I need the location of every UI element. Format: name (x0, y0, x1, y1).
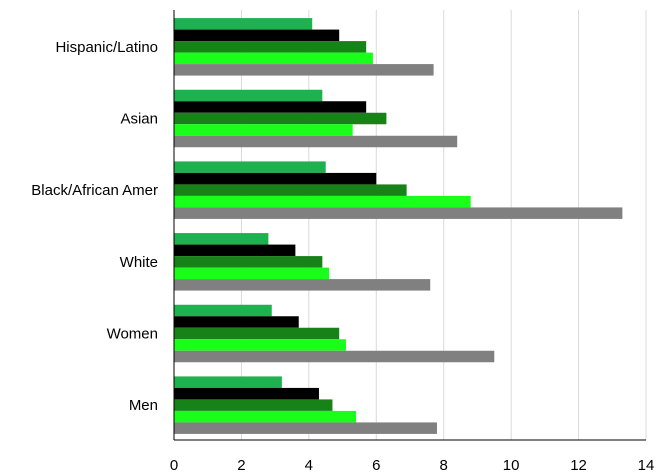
x-tick-label: 14 (638, 457, 655, 474)
bar (174, 135, 458, 148)
bar (174, 244, 296, 257)
bars (174, 18, 623, 434)
bar (174, 124, 353, 136)
bar (174, 350, 495, 363)
category-label: Hispanic/Latino (55, 39, 158, 56)
bar (174, 89, 323, 102)
bar (174, 376, 282, 388)
bar (174, 184, 407, 196)
x-tick-label: 0 (170, 457, 178, 474)
bar (174, 304, 272, 317)
bar (174, 172, 377, 185)
bar (174, 195, 471, 208)
bar (174, 29, 340, 42)
bar (174, 256, 323, 268)
bar (174, 161, 326, 173)
bar (174, 327, 340, 340)
bar (174, 387, 319, 400)
category-label: Women (107, 326, 158, 343)
bar (174, 52, 373, 65)
x-tick-label: 10 (503, 457, 520, 474)
category-label: White (120, 254, 158, 271)
category-label: Asian (120, 111, 158, 128)
category-labels: Hispanic/Latino Asian Black/African Amer Wh… (31, 39, 158, 414)
gridlines (240, 10, 647, 440)
category-label: Men (129, 397, 158, 414)
x-tick-label: 8 (440, 457, 448, 474)
bar (174, 422, 437, 434)
bar (174, 267, 330, 280)
x-tick-label: 4 (305, 457, 313, 474)
x-tick-label: 12 (570, 457, 587, 474)
bar (174, 399, 333, 411)
bar (174, 339, 346, 351)
bar (174, 279, 431, 291)
x-tick-label: 2 (237, 457, 245, 474)
x-tick-label: 6 (372, 457, 380, 474)
bar (174, 112, 387, 125)
bar (174, 410, 357, 423)
bar (174, 18, 313, 30)
bar (174, 207, 623, 219)
bar (174, 64, 434, 76)
bar (174, 316, 299, 328)
bar (174, 101, 367, 113)
bar (174, 41, 367, 53)
x-tick-labels: 0 2 4 6 8 10 12 14 (170, 457, 655, 474)
bar (174, 233, 269, 245)
axes (173, 10, 646, 441)
category-label: Black/African Amer (31, 182, 158, 199)
